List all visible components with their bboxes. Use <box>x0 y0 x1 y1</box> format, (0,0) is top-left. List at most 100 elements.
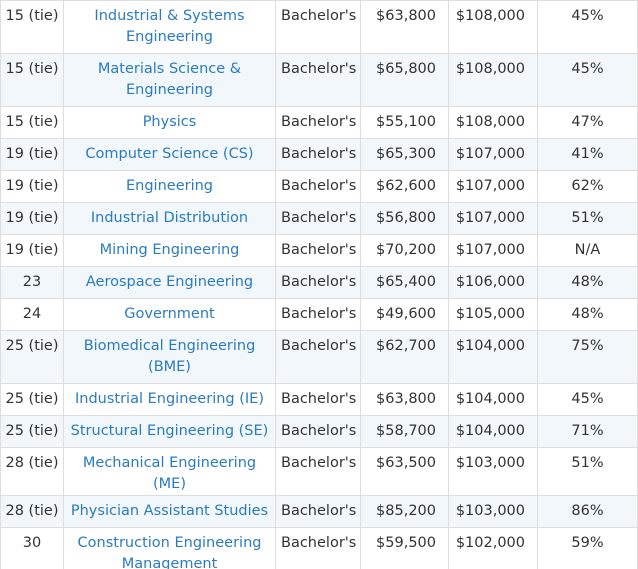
major-cell: Engineering <box>63 170 276 203</box>
degree-cell: Bachelor's <box>275 495 361 528</box>
major-link[interactable]: Industrial Engineering (IE) <box>75 391 264 407</box>
rank-cell: 19 (tie) <box>0 170 64 203</box>
meaning-pct-cell: 59% <box>537 527 638 569</box>
mid-pay-cell: $104,000 <box>448 383 538 416</box>
early-pay-cell: $55,100 <box>360 106 449 139</box>
rank-cell: 19 (tie) <box>0 202 64 235</box>
meaning-pct-cell: 47% <box>537 106 638 139</box>
table-row: 19 (tie) Computer Science (CS) Bachelor'… <box>0 138 638 171</box>
rank-cell: 24 <box>0 298 64 331</box>
early-pay-cell: $49,600 <box>360 298 449 331</box>
meaning-pct-cell: 48% <box>537 266 638 299</box>
table-row: 24 Government Bachelor's $49,600 $105,00… <box>0 298 638 331</box>
rank-cell: 15 (tie) <box>0 53 64 107</box>
rank-cell: 28 (tie) <box>0 447 64 496</box>
rank-cell: 15 (tie) <box>0 0 64 54</box>
meaning-pct-cell: 51% <box>537 447 638 496</box>
mid-pay-cell: $105,000 <box>448 298 538 331</box>
major-cell: Materials Science & Engineering <box>63 53 276 107</box>
major-link[interactable]: Biomedical Engineering (BME) <box>83 338 256 375</box>
early-pay-cell: $62,600 <box>360 170 449 203</box>
mid-pay-cell: $103,000 <box>448 495 538 528</box>
table-row: 19 (tie) Engineering Bachelor's $62,600 … <box>0 170 638 203</box>
degree-cell: Bachelor's <box>275 234 361 267</box>
meaning-pct-cell: 45% <box>537 383 638 416</box>
meaning-pct-cell: 51% <box>537 202 638 235</box>
early-pay-cell: $85,200 <box>360 495 449 528</box>
rank-cell: 25 (tie) <box>0 383 64 416</box>
table-row: 28 (tie) Mechanical Engineering (ME) Bac… <box>0 447 638 496</box>
table-row: 19 (tie) Mining Engineering Bachelor's $… <box>0 234 638 267</box>
rank-cell: 23 <box>0 266 64 299</box>
early-pay-cell: $65,800 <box>360 53 449 107</box>
meaning-pct-cell: 48% <box>537 298 638 331</box>
major-cell: Construction Engineering Management <box>63 527 276 569</box>
major-cell: Structural Engineering (SE) <box>63 415 276 448</box>
mid-pay-cell: $104,000 <box>448 415 538 448</box>
table-row: 15 (tie) Materials Science & Engineering… <box>0 53 638 107</box>
rank-cell: 25 (tie) <box>0 415 64 448</box>
major-cell: Physics <box>63 106 276 139</box>
major-cell: Industrial Distribution <box>63 202 276 235</box>
rank-cell: 19 (tie) <box>0 234 64 267</box>
mid-pay-cell: $107,000 <box>448 138 538 171</box>
major-cell: Industrial Engineering (IE) <box>63 383 276 416</box>
early-pay-cell: $63,800 <box>360 383 449 416</box>
degree-cell: Bachelor's <box>275 330 361 384</box>
mid-pay-cell: $107,000 <box>448 202 538 235</box>
mid-pay-cell: $104,000 <box>448 330 538 384</box>
early-pay-cell: $65,400 <box>360 266 449 299</box>
major-link[interactable]: Engineering <box>126 178 213 194</box>
mid-pay-cell: $108,000 <box>448 106 538 139</box>
major-link[interactable]: Physician Assistant Studies <box>70 503 269 519</box>
major-link[interactable]: Materials Science & Engineering <box>97 61 242 98</box>
major-cell: Government <box>63 298 276 331</box>
major-link[interactable]: Physics <box>142 114 197 130</box>
degree-cell: Bachelor's <box>275 298 361 331</box>
early-pay-cell: $62,700 <box>360 330 449 384</box>
degree-cell: Bachelor's <box>275 447 361 496</box>
major-link[interactable]: Construction Engineering Management <box>77 535 262 569</box>
meaning-pct-cell: 75% <box>537 330 638 384</box>
meaning-pct-cell: 45% <box>537 53 638 107</box>
early-pay-cell: $56,800 <box>360 202 449 235</box>
rank-cell: 30 <box>0 527 64 569</box>
degree-cell: Bachelor's <box>275 106 361 139</box>
major-cell: Biomedical Engineering (BME) <box>63 330 276 384</box>
meaning-pct-cell: N/A <box>537 234 638 267</box>
early-pay-cell: $63,500 <box>360 447 449 496</box>
early-pay-cell: $59,500 <box>360 527 449 569</box>
degree-cell: Bachelor's <box>275 170 361 203</box>
major-link[interactable]: Mechanical Engineering (ME) <box>82 455 257 492</box>
major-link[interactable]: Industrial Distribution <box>90 210 249 226</box>
degree-cell: Bachelor's <box>275 202 361 235</box>
meaning-pct-cell: 71% <box>537 415 638 448</box>
major-link[interactable]: Aerospace Engineering <box>85 274 254 290</box>
major-link[interactable]: Mining Engineering <box>99 242 240 258</box>
mid-pay-cell: $107,000 <box>448 234 538 267</box>
rank-cell: 15 (tie) <box>0 106 64 139</box>
major-link[interactable]: Structural Engineering (SE) <box>70 423 269 439</box>
major-cell: Mining Engineering <box>63 234 276 267</box>
major-cell: Mechanical Engineering (ME) <box>63 447 276 496</box>
table-row: 15 (tie) Industrial & Systems Engineerin… <box>0 0 638 54</box>
meaning-pct-cell: 86% <box>537 495 638 528</box>
rank-cell: 19 (tie) <box>0 138 64 171</box>
major-cell: Industrial & Systems Engineering <box>63 0 276 54</box>
meaning-pct-cell: 62% <box>537 170 638 203</box>
mid-pay-cell: $108,000 <box>448 53 538 107</box>
table-row: 25 (tie) Biomedical Engineering (BME) Ba… <box>0 330 638 384</box>
major-cell: Physician Assistant Studies <box>63 495 276 528</box>
major-link[interactable]: Industrial & Systems Engineering <box>94 8 245 45</box>
table-row: 25 (tie) Industrial Engineering (IE) Bac… <box>0 383 638 416</box>
rank-cell: 25 (tie) <box>0 330 64 384</box>
major-link[interactable]: Computer Science (CS) <box>85 146 254 162</box>
major-link[interactable]: Government <box>124 306 215 322</box>
table-row: 28 (tie) Physician Assistant Studies Bac… <box>0 495 638 528</box>
degree-cell: Bachelor's <box>275 527 361 569</box>
degree-cell: Bachelor's <box>275 266 361 299</box>
mid-pay-cell: $108,000 <box>448 0 538 54</box>
rank-cell: 28 (tie) <box>0 495 64 528</box>
early-pay-cell: $65,300 <box>360 138 449 171</box>
